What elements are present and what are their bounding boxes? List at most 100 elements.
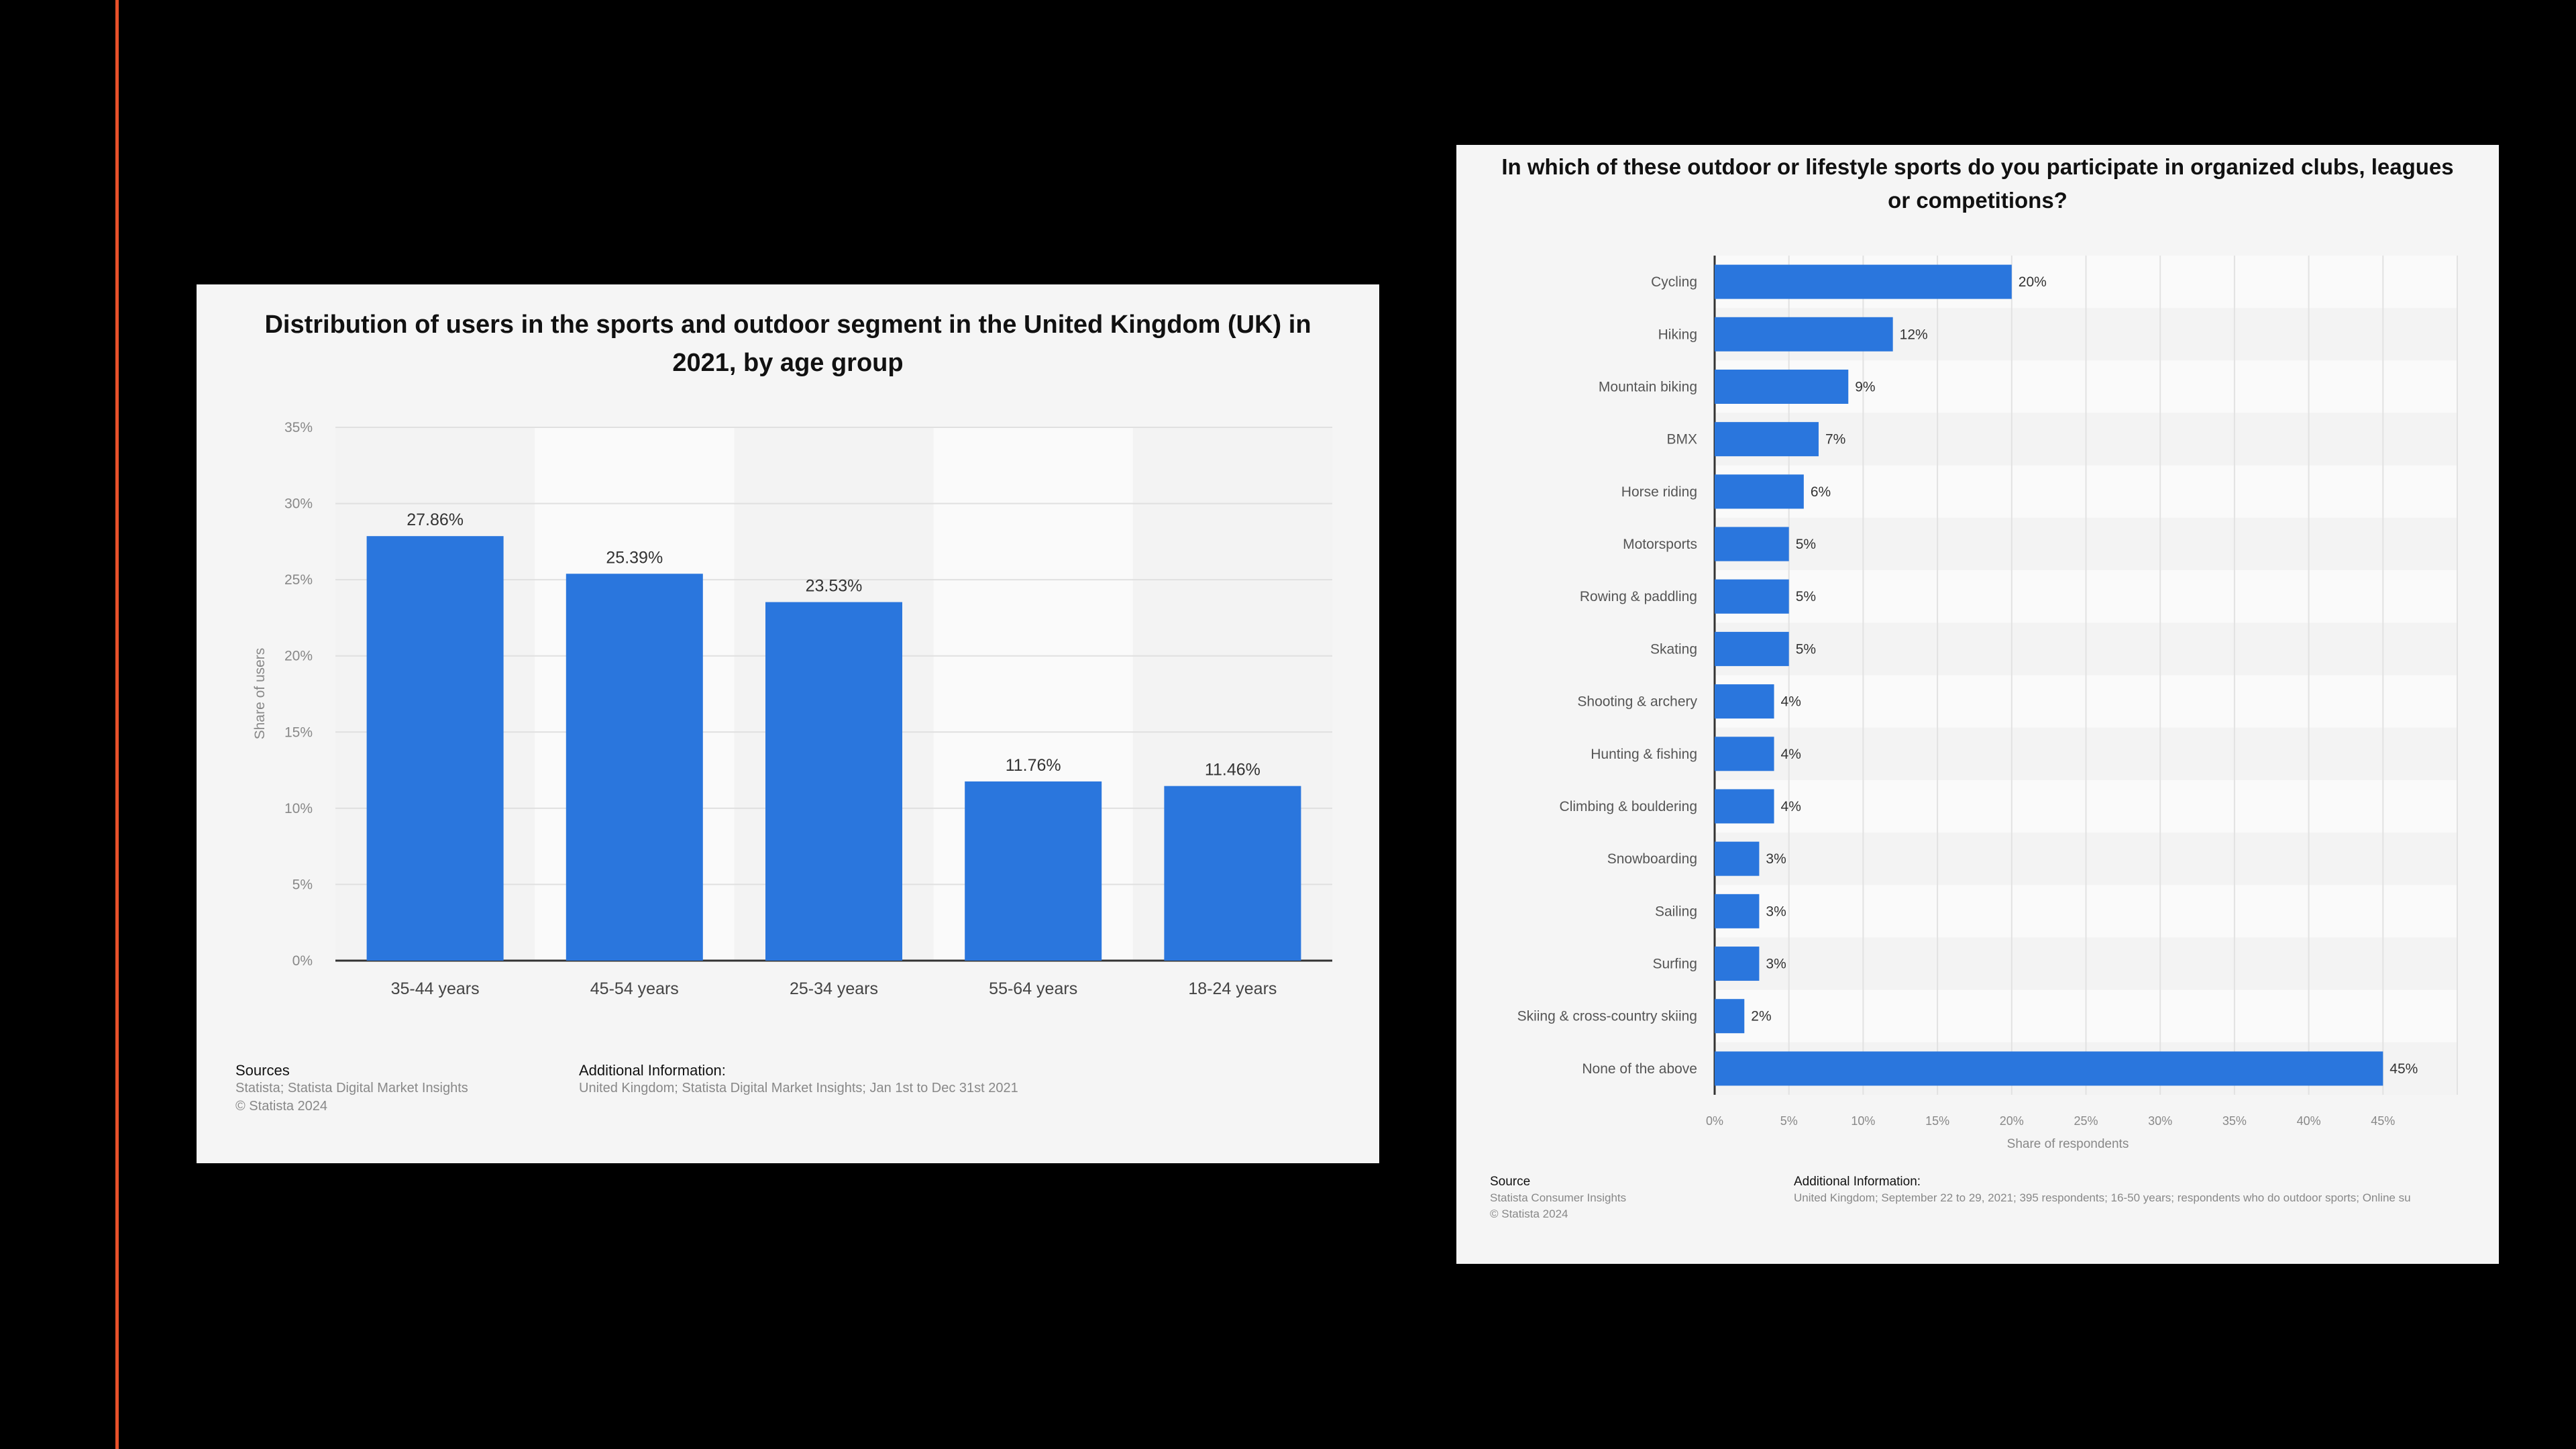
x-tick-label: 20% bbox=[2000, 1114, 2024, 1128]
data-label: 12% bbox=[1900, 327, 1928, 342]
bar bbox=[1715, 422, 1819, 457]
data-label: 23.53% bbox=[806, 577, 863, 596]
y-category-label: Hunting & fishing bbox=[1591, 747, 1697, 762]
x-tick-label: 25% bbox=[2074, 1114, 2098, 1128]
data-label: 3% bbox=[1766, 904, 1786, 919]
y-tick-label: 35% bbox=[284, 420, 313, 435]
x-category-label: 18-24 years bbox=[1188, 979, 1277, 998]
sources-label: Source bbox=[1490, 1175, 1531, 1189]
y-category-label: Horse riding bbox=[1621, 484, 1697, 500]
y-category-label: Motorsports bbox=[1623, 537, 1697, 552]
data-label: 5% bbox=[1796, 589, 1816, 604]
bar-chart-age: 0% 5% 10% 15% 20% 25% 30% 35% Share of users 27.8… bbox=[252, 420, 1332, 998]
y-category-label: Hiking bbox=[1658, 327, 1697, 342]
additional-info-text: United Kingdom; Statista Digital Market … bbox=[579, 1081, 1018, 1095]
data-label: 4% bbox=[1781, 799, 1801, 814]
y-tick-label: 30% bbox=[284, 496, 313, 512]
y-tick-label: 10% bbox=[284, 801, 313, 816]
bar bbox=[1715, 947, 1760, 981]
sources-label: Sources bbox=[235, 1062, 290, 1079]
bar bbox=[1715, 579, 1789, 614]
bar bbox=[366, 536, 504, 961]
x-tick-label: 15% bbox=[1925, 1114, 1949, 1128]
data-label: 9% bbox=[1855, 379, 1875, 394]
copyright-line: © Statista 2024 bbox=[1490, 1208, 1568, 1220]
data-label: 4% bbox=[1781, 694, 1801, 710]
data-label: 11.46% bbox=[1205, 761, 1260, 780]
x-category-label: 25-34 years bbox=[790, 979, 878, 998]
additional-info-label: Additional Information: bbox=[1794, 1175, 1921, 1189]
source-line: Statista Consumer Insights bbox=[1490, 1191, 1627, 1204]
bar bbox=[1715, 999, 1745, 1034]
x-tick-label: 45% bbox=[2371, 1114, 2395, 1128]
x-tick-label: 0% bbox=[1706, 1114, 1723, 1128]
x-tick-label: 10% bbox=[1851, 1114, 1875, 1128]
y-category-label: None of the above bbox=[1582, 1061, 1697, 1077]
bar bbox=[1715, 631, 1789, 666]
data-label: 25.39% bbox=[606, 548, 663, 567]
y-category-label: Skiing & cross-country skiing bbox=[1517, 1009, 1697, 1024]
data-label: 5% bbox=[1796, 641, 1816, 657]
data-label: 2% bbox=[1751, 1009, 1771, 1024]
chart-card-age-distribution: Distribution of users in the sports and … bbox=[197, 284, 1379, 1163]
data-label: 11.76% bbox=[1006, 756, 1061, 775]
x-category-label: 45-54 years bbox=[590, 979, 679, 998]
bar-chart-sports: 0% 5% 10% 15% 20% 25% 30% 35% 40% 45% Share of res… bbox=[1517, 256, 2458, 1151]
data-label: 3% bbox=[1766, 851, 1786, 867]
x-category-label: 55-64 years bbox=[989, 979, 1077, 998]
y-tick-label: 0% bbox=[292, 953, 313, 969]
bar bbox=[1715, 684, 1774, 719]
bar bbox=[965, 781, 1102, 961]
additional-info-block: Additional Information: United Kingdom; … bbox=[579, 1061, 1018, 1097]
x-tick-label: 40% bbox=[2297, 1114, 2321, 1128]
bar bbox=[1164, 786, 1301, 961]
bar bbox=[765, 602, 902, 961]
y-category-label: BMX bbox=[1666, 432, 1697, 447]
y-category-label: Skating bbox=[1650, 641, 1697, 657]
chart-card-outdoor-sports: In which of these outdoor or lifestyle s… bbox=[1456, 145, 2499, 1264]
additional-info-text: United Kingdom; September 22 to 29, 2021… bbox=[1794, 1191, 2411, 1204]
y-axis-title: Share of users bbox=[252, 648, 268, 740]
y-tick-label: 25% bbox=[284, 572, 313, 588]
additional-info-label: Additional Information: bbox=[579, 1062, 726, 1079]
y-category-label: Mountain biking bbox=[1599, 379, 1697, 394]
bar bbox=[1715, 789, 1774, 824]
y-category-label: Sailing bbox=[1655, 904, 1697, 919]
y-category-label: Shooting & archery bbox=[1577, 694, 1697, 710]
sources-block: Source Statista Consumer Insights © Stat… bbox=[1490, 1174, 1626, 1222]
data-label: 45% bbox=[2390, 1061, 2418, 1077]
data-label: 7% bbox=[1825, 432, 1845, 447]
y-category-label: Snowboarding bbox=[1607, 851, 1697, 867]
chart-title: Distribution of users in the sports and … bbox=[264, 311, 1311, 377]
bar bbox=[1715, 894, 1760, 928]
x-tick-label: 5% bbox=[1780, 1114, 1798, 1128]
x-category-label: 35-44 years bbox=[391, 979, 480, 998]
y-category-label: Surfing bbox=[1652, 957, 1697, 972]
x-tick-label: 35% bbox=[2222, 1114, 2247, 1128]
y-tick-label: 5% bbox=[292, 877, 313, 892]
bar bbox=[566, 574, 703, 961]
bar bbox=[1715, 474, 1804, 509]
data-label: 4% bbox=[1781, 747, 1801, 762]
data-label: 27.86% bbox=[407, 511, 464, 529]
copyright-line: © Statista 2024 bbox=[235, 1099, 328, 1114]
bar bbox=[1715, 369, 1849, 404]
chart-title: In which of these outdoor or lifestyle s… bbox=[1501, 154, 2454, 213]
x-axis-title: Share of respondents bbox=[2007, 1137, 2129, 1151]
sources-block: Sources Statista; Statista Digital Marke… bbox=[235, 1061, 468, 1116]
bar bbox=[1715, 264, 2012, 299]
y-tick-label: 15% bbox=[284, 724, 313, 740]
x-tick-label: 30% bbox=[2148, 1114, 2172, 1128]
bar bbox=[1715, 527, 1789, 561]
y-tick-label: 20% bbox=[284, 649, 313, 664]
data-label: 20% bbox=[2019, 274, 2047, 290]
bar bbox=[1715, 737, 1774, 771]
y-category-label: Cycling bbox=[1651, 274, 1697, 290]
source-line: Statista; Statista Digital Market Insigh… bbox=[235, 1081, 468, 1095]
bar bbox=[1715, 841, 1760, 876]
y-category-label: Climbing & bouldering bbox=[1560, 799, 1697, 814]
y-category-label: Rowing & paddling bbox=[1580, 589, 1697, 604]
accent-line bbox=[115, 0, 119, 1449]
additional-info-block: Additional Information: United Kingdom; … bbox=[1794, 1174, 2499, 1206]
bar bbox=[1715, 317, 1893, 352]
